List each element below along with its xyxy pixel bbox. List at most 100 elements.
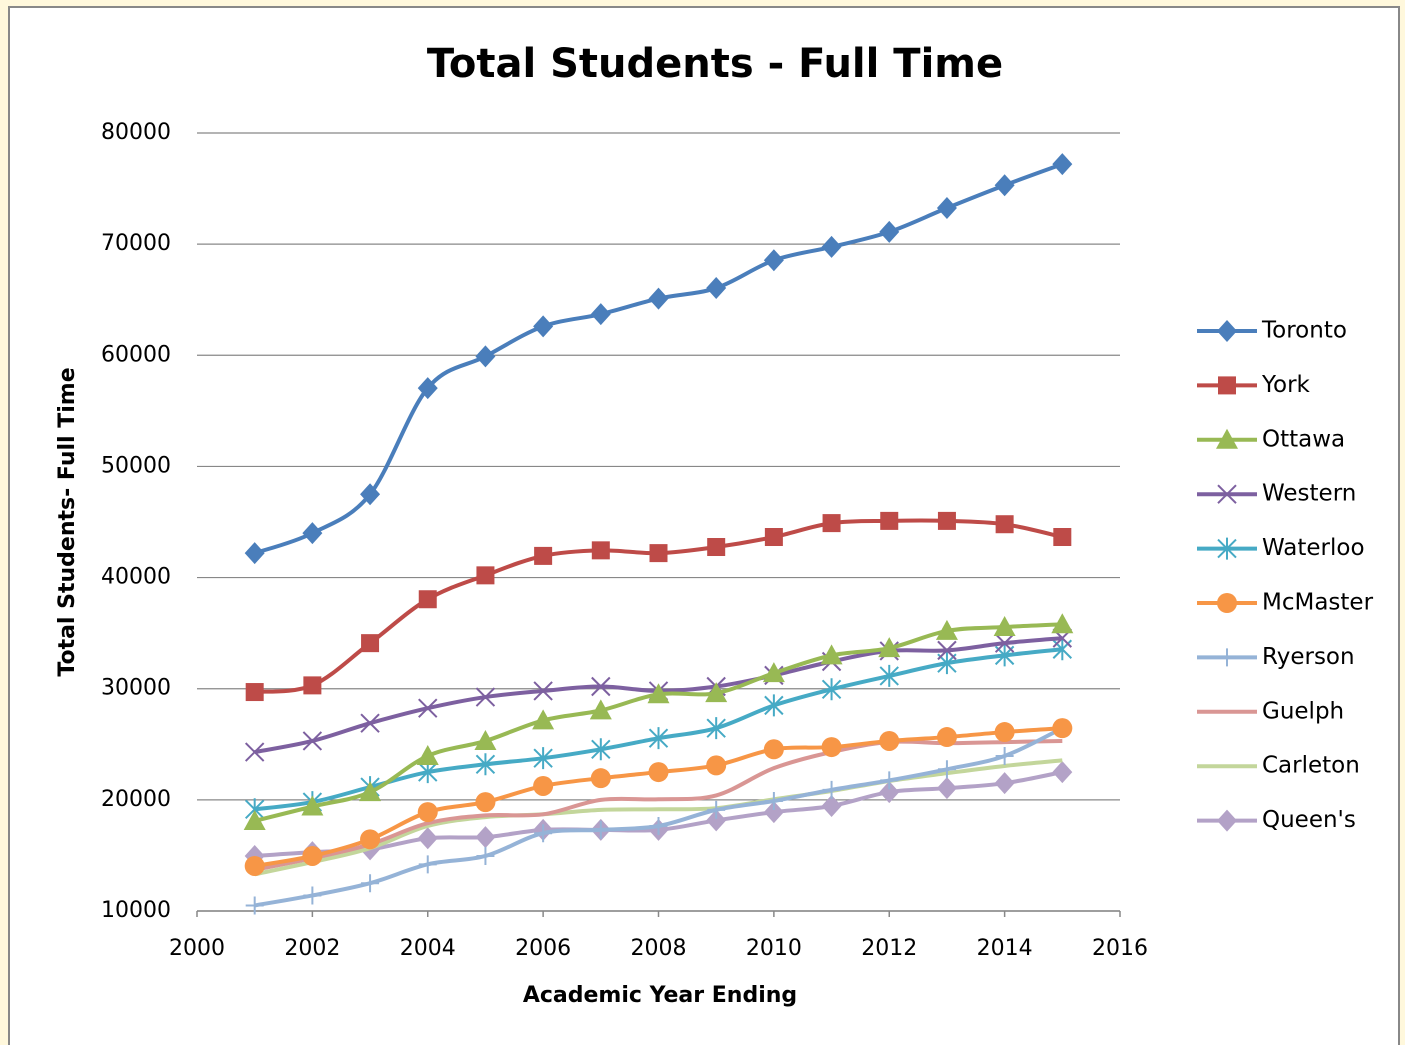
marker [878, 637, 901, 658]
marker [591, 676, 611, 697]
y-axis-label: Total Students- Full Time [55, 367, 80, 676]
legend-label: Ottawa [1262, 426, 1345, 452]
x-axis-label: Academic Year Ending [523, 983, 797, 1008]
marker [879, 730, 900, 751]
marker [1052, 761, 1073, 784]
x-tick-label: 2016 [1092, 936, 1148, 961]
marker [764, 694, 784, 717]
marker [361, 634, 380, 653]
marker [879, 664, 899, 687]
marker [649, 816, 668, 835]
marker [476, 846, 495, 865]
marker [532, 709, 555, 730]
chart-frame [8, 6, 1400, 1045]
marker [591, 820, 610, 839]
chart-title: Total Students - Full Time [427, 41, 1003, 87]
marker [937, 511, 956, 530]
marker [533, 315, 554, 338]
marker [764, 528, 783, 547]
marker [880, 771, 899, 790]
marker [820, 644, 843, 665]
series-line [254, 758, 1063, 877]
marker [533, 681, 553, 701]
marker [360, 483, 381, 506]
marker [648, 287, 669, 310]
marker [705, 682, 728, 703]
marker [706, 717, 726, 740]
marker [361, 874, 380, 893]
marker [880, 511, 899, 530]
marker [763, 739, 784, 760]
marker [707, 538, 726, 557]
marker [1217, 593, 1237, 613]
marker [994, 722, 1015, 743]
y-tick-label: 30000 [101, 676, 171, 701]
marker [994, 772, 1015, 795]
legend-label: Guelph [1262, 698, 1344, 724]
marker [822, 514, 841, 533]
marker [763, 249, 784, 272]
marker [1052, 153, 1073, 176]
x-tick-label: 2000 [169, 936, 225, 961]
marker [475, 753, 496, 776]
marker [360, 713, 380, 733]
marker [993, 616, 1016, 637]
marker [994, 633, 1015, 653]
y-tick-label: 70000 [101, 231, 171, 256]
marker [994, 174, 1015, 197]
marker [1218, 376, 1236, 395]
marker [1217, 484, 1237, 504]
marker [1217, 537, 1237, 560]
x-tick-label: 2006 [515, 936, 571, 961]
marker [476, 566, 495, 585]
marker [764, 791, 783, 810]
marker [534, 546, 553, 565]
marker [936, 197, 957, 220]
legend-label: Waterloo [1262, 535, 1365, 561]
marker [417, 377, 438, 400]
marker [707, 800, 726, 819]
marker [935, 619, 958, 640]
marker [418, 855, 437, 874]
legend-label: Ryerson [1262, 644, 1355, 670]
y-tick-label: 80000 [101, 120, 171, 145]
legend-label: Western [1262, 481, 1356, 507]
marker [936, 727, 957, 748]
marker [762, 662, 785, 683]
marker [591, 738, 611, 761]
marker [821, 737, 842, 758]
marker [418, 698, 438, 718]
marker [418, 590, 437, 609]
legend-label: Toronto [1261, 318, 1347, 344]
marker [303, 676, 322, 695]
marker [245, 896, 264, 915]
marker [1051, 613, 1074, 634]
marker [474, 729, 497, 750]
marker [589, 699, 612, 720]
marker [995, 746, 1014, 765]
marker [821, 678, 842, 701]
marker [879, 220, 900, 243]
marker [821, 235, 842, 258]
y-tick-label: 60000 [101, 342, 171, 367]
marker [1217, 320, 1237, 342]
marker [1218, 648, 1236, 667]
y-tick-label: 50000 [101, 453, 171, 478]
marker [302, 731, 323, 751]
marker [648, 762, 669, 783]
marker [1053, 528, 1072, 547]
marker [822, 780, 841, 799]
marker [879, 781, 900, 804]
series-line [254, 738, 1063, 872]
marker [937, 760, 956, 779]
legend-label: McMaster [1262, 590, 1374, 616]
marker [302, 522, 323, 545]
x-tick-label: 2014 [977, 936, 1033, 961]
legend-label: Queen's [1262, 807, 1356, 833]
marker [301, 795, 324, 816]
marker [763, 801, 784, 824]
marker [302, 845, 323, 866]
marker [706, 755, 727, 776]
y-tick-label: 10000 [101, 898, 171, 923]
legend-label: Carleton [1262, 753, 1360, 779]
